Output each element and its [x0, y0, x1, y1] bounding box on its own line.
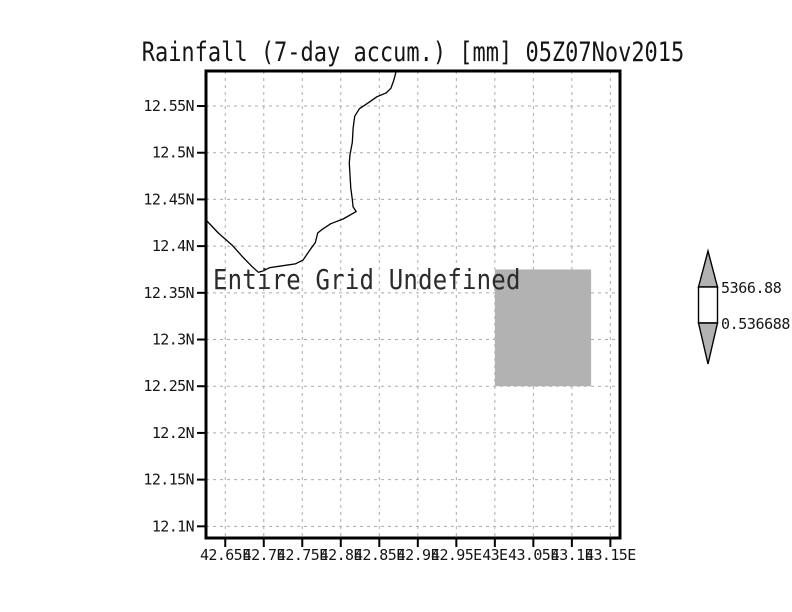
x-axis-tick-label: 42.9E [397, 546, 440, 564]
colorbar-max-label: 5366.88 [721, 279, 782, 297]
x-axis-tick-label: 43E [482, 546, 508, 564]
coastline-layer [205, 70, 397, 273]
x-axis-tick-label: 43.15E [585, 546, 636, 564]
x-axis-tick-label: 42.85E [354, 546, 405, 564]
y-axis-tick-label: 12.3N [152, 331, 195, 349]
y-axis-tick-label: 12.5N [152, 144, 195, 162]
shaded-data-cell [494, 269, 592, 387]
undefined-grid-annotation: Entire Grid Undefined [213, 264, 521, 296]
x-axis-tick-label: 42.95E [431, 546, 482, 564]
x-axis-tick-label: 42.75E [277, 546, 328, 564]
y-axis-tick-label: 12.55N [143, 97, 194, 115]
x-axis-tick-label: 43.05E [508, 546, 559, 564]
coastline [205, 70, 397, 273]
x-axis-tick-label: 42.7E [243, 546, 286, 564]
colorbar-min-label: 0.536688 [721, 315, 790, 333]
x-axis-tick-label: 42.65E [200, 546, 251, 564]
y-axis-tick-label: 12.35N [143, 284, 194, 302]
plot-title: Rainfall (7-day accum.) [mm] 05Z07Nov201… [142, 36, 685, 68]
y-axis-tick-label: 12.2N [152, 424, 195, 442]
x-axis-tick-label: 43.1E [551, 546, 594, 564]
y-axis-tick-label: 12.45N [143, 190, 194, 208]
y-axis-tick-label: 12.4N [152, 237, 195, 255]
map-frame [204, 69, 622, 540]
plot-title-group: Rainfall (7-day accum.) [mm] 05Z07Nov201… [142, 36, 685, 68]
y-axis-tick-label: 12.15N [143, 471, 194, 489]
colorbar: 5366.88 0.536688 [697, 248, 791, 365]
y-axis-tick-label: 12.1N [152, 517, 195, 535]
annotation-group: Entire Grid Undefined [213, 264, 521, 296]
shaded-cell-layer [494, 269, 592, 387]
colorbar-middle-band [697, 286, 719, 324]
x-axis-tick-label: 42.8E [320, 546, 363, 564]
y-axis-tick-label: 12.25N [143, 377, 194, 395]
axis-ticks-layer [197, 105, 612, 547]
colorbar-upper-triangle [697, 248, 719, 288]
colorbar-lower-triangle [697, 322, 719, 365]
